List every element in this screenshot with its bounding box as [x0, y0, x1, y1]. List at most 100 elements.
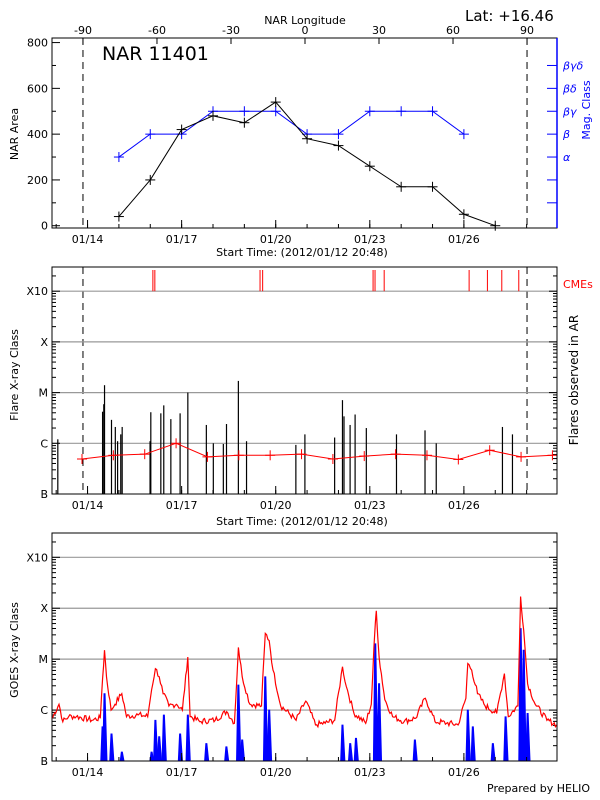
flares-y-tick-label: C — [40, 437, 48, 450]
average-flux-point — [453, 454, 464, 465]
mag-class-point — [427, 106, 438, 117]
goes-y-tick-label: B — [40, 755, 48, 768]
short-channel-spike — [204, 743, 210, 761]
longitude-tick-label: 90 — [520, 24, 534, 37]
short-channel-spike — [521, 649, 527, 761]
flares-y-tick-label: X10 — [26, 285, 48, 298]
cme-label: CMEs — [563, 278, 593, 291]
short-channel-spike — [525, 713, 531, 761]
short-channel-spike — [412, 739, 418, 761]
y2-axis-label-mag-class: Mag. Class — [580, 80, 593, 139]
longitude-tick-label: -90 — [74, 24, 92, 37]
mag-class-point — [364, 106, 375, 117]
short-channel-spike — [185, 714, 191, 761]
area-x-tick-label: 01/23 — [354, 233, 386, 246]
average-flux-point — [296, 449, 307, 460]
goes-panel-frame — [51, 532, 558, 762]
nar-area-point — [302, 133, 313, 144]
average-flux-point — [139, 449, 150, 460]
goes-x-tick-label: 01/17 — [166, 766, 198, 779]
mag-class-point — [270, 106, 281, 117]
short-channel-spike — [236, 684, 242, 761]
mag-class-tick-label: α — [563, 151, 571, 164]
flares-x-tick-label: 01/23 — [354, 499, 386, 512]
area-x-tick-label: 01/14 — [72, 233, 104, 246]
goes-y-tick-label: X — [40, 602, 48, 615]
goes-y-tick-label: M — [39, 653, 49, 666]
short-channel-spike — [376, 683, 383, 761]
chart-title: NAR 11401 — [102, 43, 209, 65]
short-channel-spike — [372, 643, 379, 761]
goes-x-tick-label: 01/14 — [72, 766, 104, 779]
area-y-tick-label: 800 — [27, 37, 48, 50]
mag-class-point — [113, 152, 124, 163]
short-channel-spike — [156, 736, 163, 761]
flares-y-tick-label: M — [39, 387, 49, 400]
nar-area-point — [364, 161, 375, 172]
chart-marks: 0 200 400 600 800 αβ βγ βδ βγδ -90 -60 -30 0 30 60 90 01… — [26, 24, 584, 779]
longitude-tick-label: 60 — [446, 24, 460, 37]
short-channel-spike — [465, 709, 471, 761]
mag-class-line — [118, 110, 465, 158]
nar-area-point — [145, 174, 156, 185]
average-flux-line — [81, 442, 553, 460]
short-channel-spike — [224, 746, 230, 761]
nar-area-point — [458, 209, 469, 220]
longitude-tick-label: -30 — [222, 24, 240, 37]
nar-area-point — [427, 181, 438, 192]
area-y-tick-label: 0 — [41, 220, 48, 233]
nar-area-point — [207, 110, 218, 121]
area-x-tick-label: 01/26 — [448, 233, 480, 246]
average-flux-point — [108, 450, 119, 461]
average-flux-point — [76, 454, 87, 465]
area-x-tick-label: 01/17 — [166, 233, 198, 246]
short-channel-spike — [347, 743, 354, 761]
short-channel-spike — [102, 693, 108, 761]
short-channel-spike — [153, 719, 159, 761]
average-flux-point — [327, 454, 338, 465]
average-flux-point — [171, 438, 182, 449]
goes-x-tick-label: 01/23 — [354, 766, 386, 779]
longitude-tick-label: 30 — [372, 24, 386, 37]
average-flux-point — [421, 450, 432, 461]
short-channel-spike — [470, 726, 476, 761]
mag-class-point — [239, 106, 250, 117]
x-axis-label-area: Start Time: (2012/01/12 20:48) — [216, 246, 388, 259]
short-channel-spike — [490, 743, 496, 761]
flares-x-tick-label: 01/20 — [260, 499, 292, 512]
flares-y-tick-label: X — [40, 336, 48, 349]
footer-credit: Prepared by HELIO — [487, 782, 590, 795]
y-axis-label-area: NAR Area — [8, 108, 21, 160]
y-axis-label-flares: Flare X-ray Class — [8, 329, 21, 421]
short-channel-spike — [161, 714, 167, 761]
short-channel-spike — [353, 737, 359, 761]
longitude-tick-label: -60 — [148, 24, 166, 37]
mag-class-tick-label: β — [562, 128, 570, 141]
mag-class-tick-label: βδ — [562, 82, 577, 95]
area-y-tick-label: 600 — [27, 82, 48, 95]
short-channel-spike — [262, 676, 269, 761]
goes-series — [52, 596, 557, 761]
nar-area-point — [239, 117, 250, 128]
average-flux-point — [359, 451, 370, 462]
y2-axis-label-flares: Flares observed in AR — [567, 315, 581, 445]
y-axis-label-goes: GOES X-ray Class — [8, 602, 21, 698]
short-channel-spike — [149, 751, 155, 761]
mag-class-point — [333, 129, 344, 140]
flares-x-tick-label: 01/14 — [72, 499, 104, 512]
top-axis-label: NAR Longitude — [264, 14, 346, 27]
x-axis-label-flares: Start Time: (2012/01/12 20:48) — [216, 515, 388, 528]
mag-class-tick-label: βγδ — [562, 59, 584, 72]
area-y-tick-label: 200 — [27, 174, 48, 187]
nar-area-point — [396, 181, 407, 192]
short-channel-spike — [239, 739, 246, 761]
short-channel-spike — [109, 733, 115, 761]
average-flux-point — [233, 450, 244, 461]
average-flux-point — [265, 450, 276, 461]
nar-area-point — [176, 124, 187, 135]
flares-panel-frame — [51, 266, 558, 495]
average-flux-point — [202, 451, 213, 462]
flares-x-tick-label: 01/26 — [448, 499, 480, 512]
area-x-tick-label: 01/20 — [260, 233, 292, 246]
